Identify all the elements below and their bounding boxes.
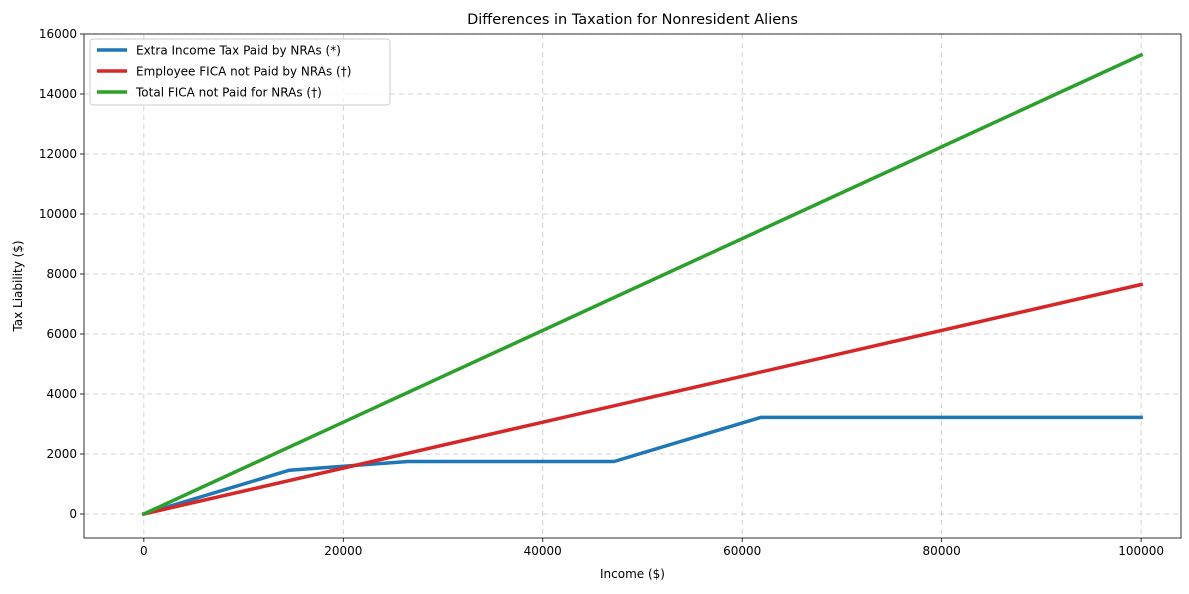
y-tick-label: 10000: [39, 207, 77, 221]
series-line-2: [141, 282, 1144, 517]
chart-title: Differences in Taxation for Nonresident …: [467, 12, 798, 28]
y-axis-label: Tax Liability ($): [11, 240, 25, 332]
axes-frame: [83, 33, 1182, 539]
legend-label-2: Employee FICA not Paid by NRAs (†): [136, 65, 351, 79]
x-tick-label: 60000: [723, 544, 761, 558]
x-tick-label: 20000: [324, 544, 362, 558]
y-tick-label: 0: [69, 507, 77, 521]
legend: Extra Income Tax Paid by NRAs (*) Employe…: [89, 38, 391, 106]
grid: [84, 33, 1181, 538]
series-line-3: [141, 52, 1144, 517]
series-lines: [141, 52, 1144, 517]
x-axis-label: Income ($): [600, 567, 665, 581]
x-tick-label: 80000: [923, 544, 961, 558]
legend-label-3: Total FICA not Paid for NRAs (†): [135, 86, 322, 100]
y-tick-label: 2000: [46, 447, 77, 461]
y-tick-label: 6000: [46, 327, 77, 341]
x-tick-label: 40000: [524, 544, 562, 558]
y-tick-label: 8000: [46, 267, 77, 281]
x-tick-label: 0: [140, 544, 148, 558]
y-tick-label: 12000: [39, 147, 77, 161]
legend-label-1: Extra Income Tax Paid by NRAs (*): [136, 44, 341, 58]
x-tick-label: 100000: [1118, 544, 1164, 558]
y-tick-label: 14000: [39, 87, 77, 101]
y-tick-label: 4000: [46, 387, 77, 401]
ticks: 0 20000 40000 60000 80000 100000 0 2000 4000 6000…: [39, 27, 1164, 558]
series-line-1: [141, 415, 1143, 517]
y-tick-label: 16000: [39, 27, 77, 41]
legend-frame: [89, 38, 391, 106]
